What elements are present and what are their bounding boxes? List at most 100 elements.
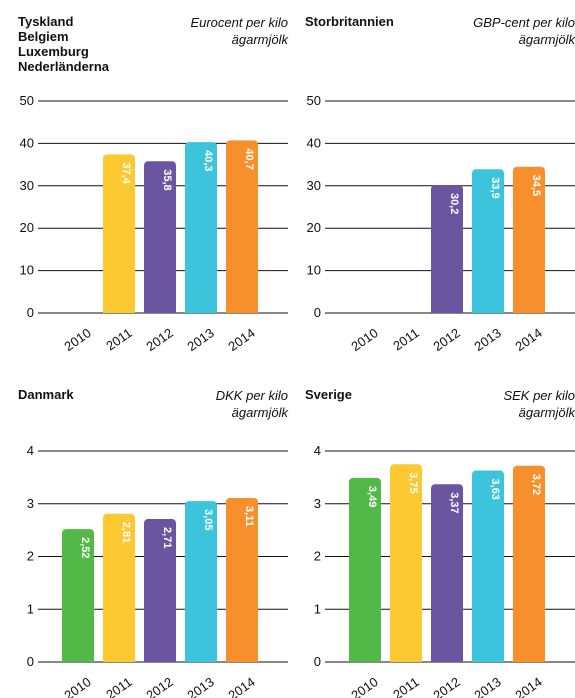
bar-base-2014 (226, 308, 258, 313)
bar-value-label: 30,2 (448, 193, 460, 214)
bar-value-label: 40,3 (202, 150, 214, 171)
y-tick-label: 0 (314, 654, 321, 669)
y-tick-label: 4 (27, 443, 34, 458)
bar-2011 (103, 154, 135, 313)
bar-2014 (226, 497, 258, 662)
bar-base-2012 (431, 308, 463, 313)
chart-title: Tyskland Belgiem Luxemburg Nederländerna (18, 14, 109, 74)
bar-value-label: 2,52 (79, 537, 91, 558)
x-tick-label: 2011 (103, 325, 135, 353)
bar-2014 (513, 166, 545, 313)
chart-unit-label: DKK per kilo ägarmjölk (158, 387, 288, 421)
bar-2013 (185, 501, 217, 662)
bar-2012 (431, 184, 463, 313)
chart-unit-label: Eurocent per kilo ägarmjölk (158, 14, 288, 48)
bar-base-2011 (103, 308, 135, 313)
y-tick-label: 3 (314, 496, 321, 511)
x-tick-label: 2010 (61, 674, 93, 698)
bar-base-2014 (513, 657, 545, 662)
y-tick-label: 2 (314, 549, 321, 564)
bar-2013 (185, 142, 217, 313)
y-tick-label: 10 (20, 263, 34, 278)
bar-base-2012 (144, 657, 176, 662)
x-tick-label: 2013 (184, 674, 216, 698)
y-tick-label: 1 (314, 601, 321, 616)
chart-unit-label: SEK per kilo ägarmjölk (445, 387, 575, 421)
bar-base-2011 (390, 657, 422, 662)
x-tick-label: 2013 (184, 325, 216, 354)
chart-panel-tyskland-benelux: Tyskland Belgiem Luxemburg Nederländerna… (18, 14, 288, 359)
x-tick-label: 2012 (430, 325, 462, 354)
bar-2012 (144, 519, 176, 662)
y-tick-label: 10 (307, 263, 321, 278)
bar-value-label: 3,05 (202, 509, 214, 530)
unit-line: ägarmjölk (518, 32, 575, 47)
chart-title-line: Tyskland (18, 14, 74, 29)
bar-2014 (513, 465, 545, 662)
bar-base-2011 (103, 657, 135, 662)
bar-2010 (349, 477, 381, 662)
bar-2012 (144, 161, 176, 313)
x-tick-label: 2014 (225, 325, 257, 354)
x-tick-label: 2010 (348, 674, 380, 698)
chart-title: Danmark (18, 387, 74, 402)
x-tick-label: 2014 (225, 674, 257, 698)
bar-value-label: 3,63 (489, 479, 501, 500)
bar-value-label: 2,71 (161, 527, 173, 548)
bar-base-2014 (513, 308, 545, 313)
bar-base-2010 (62, 657, 94, 662)
y-tick-label: 50 (20, 93, 34, 108)
chart-title-line: Storbritannien (305, 14, 394, 29)
unit-line: GBP-cent per kilo (473, 15, 575, 30)
y-tick-label: 4 (314, 443, 321, 458)
chart-title-line: Belgiem (18, 29, 69, 44)
x-tick-label: 2012 (143, 325, 175, 354)
unit-line: Eurocent per kilo (190, 15, 288, 30)
bar-value-label: 33,9 (489, 177, 501, 198)
y-tick-label: 20 (20, 220, 34, 235)
x-tick-label: 2014 (512, 325, 544, 354)
bar-value-label: 34,5 (530, 175, 542, 196)
y-tick-label: 0 (27, 305, 34, 320)
chart-unit-label: GBP-cent per kilo ägarmjölk (445, 14, 575, 48)
chart-title: Sverige (305, 387, 352, 402)
bar-value-label: 3,49 (366, 486, 378, 507)
bar-value-label: 35,8 (161, 169, 173, 190)
bar-2013 (472, 169, 504, 313)
bar-value-label: 3,11 (243, 506, 255, 527)
x-tick-label: 2011 (390, 325, 422, 353)
y-tick-label: 0 (27, 654, 34, 669)
y-tick-label: 50 (307, 93, 321, 108)
bar-chart-svg: 0 1 2 3 4 3,49 2010 3,75 2011 3,37 2012 3,63 2013 3,7… (314, 443, 575, 698)
bar-2010 (62, 529, 94, 662)
bar-value-label: 37,4 (120, 162, 132, 184)
bar-value-label: 3,37 (448, 492, 460, 513)
bar-chart-svg: 0 1 2 3 4 2,52 2010 2,81 2011 2,71 2012 3,05 2013 3,1… (27, 443, 288, 698)
chart-title-line: Sverige (305, 387, 352, 402)
x-tick-label: 2012 (430, 674, 462, 698)
chart-panel-danmark: Danmark DKK per kilo ägarmjölk 0 1 2 3 4 2,52… (18, 387, 288, 698)
chart-title-line: Danmark (18, 387, 74, 402)
bar-chart-svg: 0 10 20 30 40 50 2010 37,4 2011 35,8 2012 40,3 2013 4… (20, 93, 288, 354)
x-tick-label: 2010 (61, 325, 93, 354)
x-tick-label: 2011 (390, 674, 422, 698)
bar-base-2014 (226, 657, 258, 662)
bar-base-2013 (472, 308, 504, 313)
x-tick-label: 2010 (348, 325, 380, 354)
y-tick-label: 30 (20, 178, 34, 193)
y-tick-label: 40 (20, 135, 34, 150)
bar-value-label: 2,81 (120, 522, 132, 543)
bar-base-2013 (185, 657, 217, 662)
unit-line: ägarmjölk (231, 405, 288, 420)
unit-line: DKK per kilo (215, 388, 288, 403)
unit-line: ägarmjölk (518, 405, 575, 420)
bar-base-2013 (185, 308, 217, 313)
bar-chart-svg: 0 10 20 30 40 50 2010 2011 30,2 2012 33,9 2013 34,5 2… (307, 93, 575, 354)
y-tick-label: 1 (27, 601, 34, 616)
chart-title-line: Nederländerna (18, 59, 110, 74)
y-tick-label: 40 (307, 135, 321, 150)
bar-base-2012 (144, 308, 176, 313)
y-tick-label: 0 (314, 305, 321, 320)
bar-base-2010 (349, 657, 381, 662)
chart-title: Storbritannien (305, 14, 394, 29)
